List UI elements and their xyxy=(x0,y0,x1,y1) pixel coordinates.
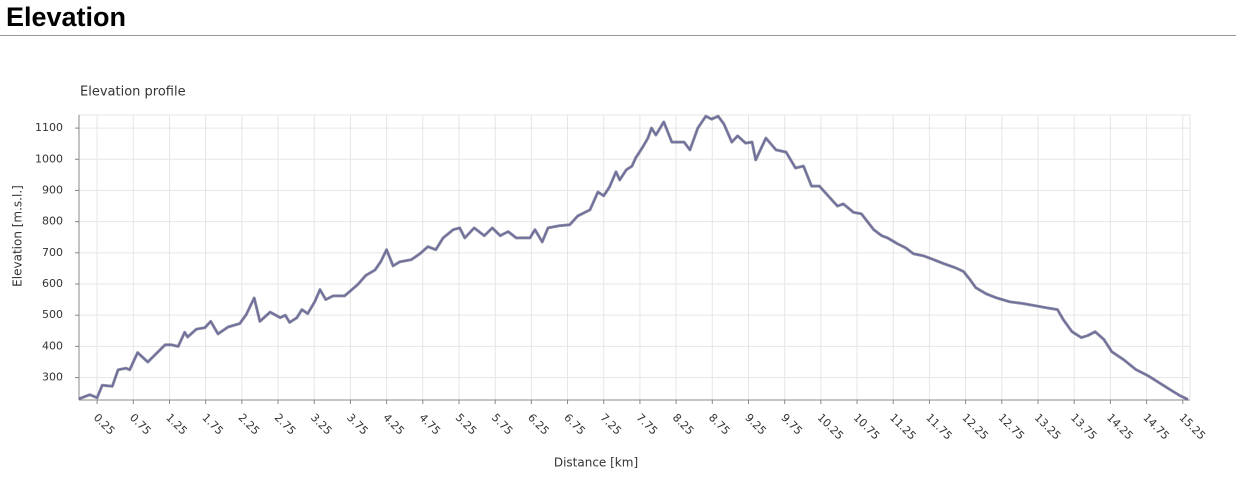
x-tick-label: 3.25 xyxy=(308,411,335,438)
x-tick-label: 14.25 xyxy=(1104,411,1135,442)
x-tick-label: 13.25 xyxy=(1032,411,1063,442)
heading-rule xyxy=(0,35,1236,36)
x-tick-label: 13.75 xyxy=(1068,411,1099,442)
x-tick-label: 1.25 xyxy=(163,411,190,438)
chart-title: Elevation profile xyxy=(80,85,186,100)
x-tick-label: 8.25 xyxy=(670,411,697,438)
x-axis-label: Distance [km] xyxy=(554,456,638,470)
x-tick-label: 8.75 xyxy=(706,411,733,438)
x-tick-label: 10.25 xyxy=(815,411,846,442)
x-tick-label: 9.75 xyxy=(778,411,805,438)
x-tick-label: 3.75 xyxy=(344,411,371,438)
x-tick-label: 7.75 xyxy=(634,411,661,438)
x-tick-label: 15.25 xyxy=(1177,411,1208,442)
y-tick-label: 600 xyxy=(42,277,63,290)
y-tick-label: 900 xyxy=(42,183,63,196)
y-axis-label: Elevation [m.s.l.] xyxy=(11,185,25,287)
x-tick-label: 9.25 xyxy=(742,411,769,438)
x-tick-label: 12.25 xyxy=(959,411,990,442)
x-tick-label: 14.75 xyxy=(1140,411,1171,442)
page-heading: Elevation xyxy=(6,2,127,32)
x-tick-label: 2.75 xyxy=(272,411,299,438)
y-tick-label: 700 xyxy=(42,246,63,259)
x-tick-label: 11.25 xyxy=(887,411,918,442)
x-tick-label: 2.25 xyxy=(236,411,263,438)
y-tick-label: 1000 xyxy=(35,152,63,165)
y-tick-label: 500 xyxy=(42,308,63,321)
x-tick-label: 12.75 xyxy=(996,411,1027,442)
y-tick-label: 1100 xyxy=(35,121,63,134)
x-tick-label: 7.25 xyxy=(597,411,624,438)
x-tick-label: 1.75 xyxy=(199,411,226,438)
x-tick-label: 0.25 xyxy=(91,411,118,438)
x-tick-label: 4.25 xyxy=(380,411,407,438)
x-tick-label: 11.75 xyxy=(923,411,954,442)
x-tick-label: 5.25 xyxy=(453,411,480,438)
y-tick-label: 400 xyxy=(42,339,63,352)
elevation-line xyxy=(78,115,1189,401)
x-tick-label: 4.75 xyxy=(417,411,444,438)
x-tick-label: 6.75 xyxy=(561,411,588,438)
x-tick-label: 0.75 xyxy=(127,411,154,438)
x-tick-label: 10.75 xyxy=(851,411,882,442)
y-tick-label: 300 xyxy=(42,371,63,384)
x-tick-label: 5.75 xyxy=(489,411,516,438)
y-tick-label: 800 xyxy=(42,215,63,228)
x-tick-label: 6.25 xyxy=(525,411,552,438)
